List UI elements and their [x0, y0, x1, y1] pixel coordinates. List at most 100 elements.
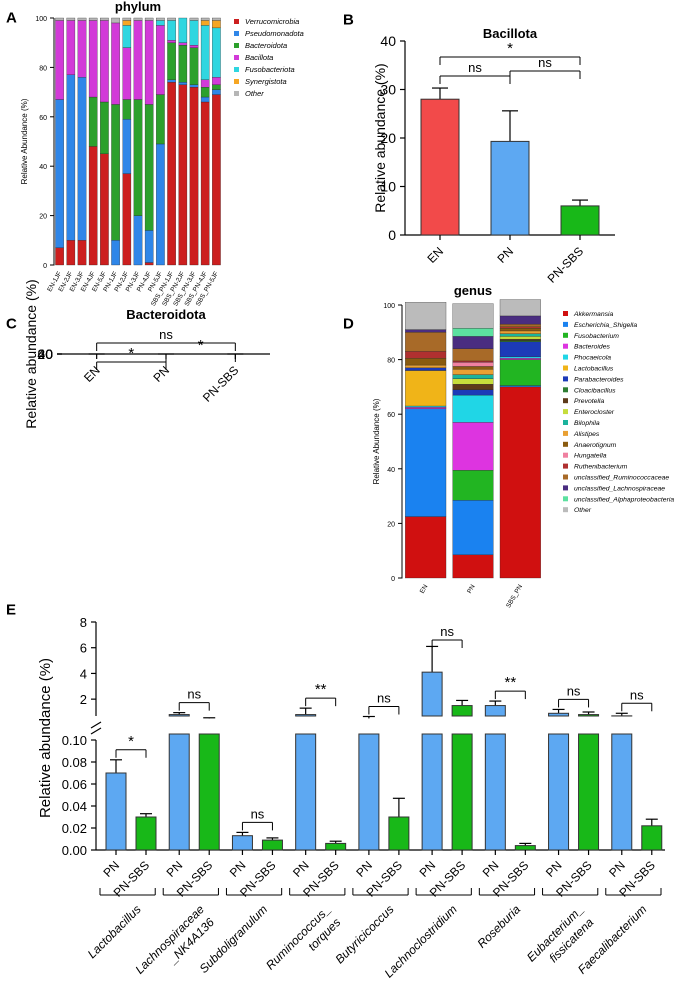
y-axis-title-E: Relative abundance (%)	[37, 658, 54, 818]
bar-segment-D	[452, 389, 494, 396]
bar-segment-D	[405, 358, 447, 366]
y-tick-label-D: 60	[387, 412, 395, 419]
bar-segment-D	[405, 408, 447, 517]
legend-label-D: Hungatella	[574, 453, 607, 460]
legend-swatch-D	[563, 463, 568, 469]
bar-segment-D	[452, 384, 494, 390]
bar-segment-D	[499, 299, 541, 317]
bar-segment-A	[144, 20, 154, 105]
bar-E	[484, 705, 506, 717]
sig-label-E: **	[315, 681, 327, 698]
legend-label-A: Bacillota	[245, 53, 273, 62]
bar-segment-D	[452, 374, 494, 379]
legend-swatch-D	[563, 485, 568, 491]
bar-segment-A	[122, 17, 132, 21]
legend-swatch-D	[563, 409, 568, 415]
legend-swatch-A	[234, 79, 239, 84]
legend-label-D: unclassified_Lachnospiraceae	[574, 485, 665, 492]
bar-segment-A	[133, 215, 143, 266]
bar-segment-D	[499, 328, 541, 332]
legend-label-D: Fusobacterium	[574, 333, 619, 340]
y-tick-label-E: 0.00	[62, 843, 87, 858]
panel-label-D: D	[343, 315, 354, 332]
legend-label-D: Escherichia_Shigella	[574, 322, 637, 329]
bar-E	[641, 825, 663, 851]
legend-label-A: Fusobacteriota	[245, 65, 295, 74]
bar-segment-D	[405, 351, 447, 359]
legend-label-A: Bacteroidota	[245, 41, 287, 50]
bar-segment-A	[122, 25, 132, 48]
panel-label-C: C	[6, 315, 17, 332]
bar-segment-A	[100, 20, 109, 103]
bar-segment-A	[200, 25, 210, 80]
sig-label-C: *	[128, 345, 134, 362]
x-tick-label-E: PN	[290, 858, 312, 880]
bar-E	[198, 733, 220, 851]
y-tick-label-B: 30	[380, 82, 396, 98]
bar-B	[490, 140, 530, 236]
y-tick-label-B: 20	[380, 130, 396, 146]
bar-segment-D	[499, 359, 541, 386]
panel-label-B: B	[343, 11, 354, 28]
y-tick-label-A: 80	[39, 65, 47, 72]
legend-swatch-D	[563, 441, 568, 447]
x-tick-label-E: PN	[164, 858, 186, 880]
bar-segment-A	[200, 101, 210, 266]
bar-E	[168, 714, 190, 717]
legend-swatch-D	[563, 311, 568, 316]
x-tick-label-C: PN-SBS	[200, 363, 241, 404]
bar-segment-D	[452, 369, 494, 375]
y-tick-label-A: 100	[35, 16, 47, 23]
bar-E	[514, 845, 536, 851]
x-tick-label-E: PN	[543, 858, 565, 880]
bar-E	[388, 816, 410, 851]
bar-segment-D	[452, 554, 494, 579]
bar-segment-D	[499, 338, 541, 341]
bar-segment-D	[499, 333, 541, 337]
x-tick-label-E: PN	[100, 858, 122, 880]
bar-E	[484, 733, 506, 851]
bar-segment-A	[88, 17, 98, 21]
y-tick-label-C: 0	[45, 346, 53, 362]
bar-segment-A	[212, 17, 221, 21]
legend-label-D: Cloacibacillus	[574, 387, 616, 394]
bar-segment-A	[100, 17, 109, 21]
bar-segment-A	[178, 45, 188, 83]
chart-title-A: phylum	[115, 0, 161, 14]
x-tick-label-B: EN	[424, 244, 446, 266]
bar-segment-A	[122, 99, 132, 120]
bar-segment-A	[77, 20, 87, 78]
bar-segment-A	[100, 153, 109, 266]
legend-label-D: unclassified_Alphaproteobacteria	[574, 496, 674, 503]
bar-segment-A	[200, 20, 210, 26]
y-tick-label-B: 40	[380, 33, 396, 49]
legend-label-D: Lactobacillus	[574, 366, 614, 373]
bar-segment-A	[156, 17, 165, 21]
y-tick-label-A: 40	[39, 164, 47, 171]
bar-segment-A	[77, 77, 87, 241]
legend-swatch-A	[234, 55, 239, 60]
bar-segment-A	[156, 20, 165, 26]
bar-segment-A	[189, 47, 199, 85]
y-tick-label-A: 60	[39, 115, 47, 122]
bar-E	[421, 671, 443, 717]
bar-segment-A	[212, 89, 221, 95]
bar-segment-D	[499, 340, 541, 343]
bar-B	[560, 205, 600, 236]
bar-segment-A	[100, 101, 109, 155]
bar-segment-A	[189, 17, 199, 21]
bar-segment-A	[122, 119, 132, 174]
sig-label-E: ns	[630, 687, 644, 702]
bar-segment-A	[167, 42, 176, 80]
panel-label-A: A	[6, 9, 17, 26]
bar-segment-A	[178, 42, 188, 46]
y-tick-label-E: 0.10	[62, 733, 87, 748]
bar-segment-A	[212, 20, 221, 29]
bar-segment-A	[212, 77, 221, 85]
axis-break-E	[90, 727, 102, 735]
x-tick-label-E: PN	[480, 858, 502, 880]
x-tick-label-E: PN	[417, 858, 439, 880]
bar-segment-A	[200, 96, 210, 103]
bar-segment-A	[133, 99, 143, 216]
legend-swatch-D	[563, 452, 568, 458]
